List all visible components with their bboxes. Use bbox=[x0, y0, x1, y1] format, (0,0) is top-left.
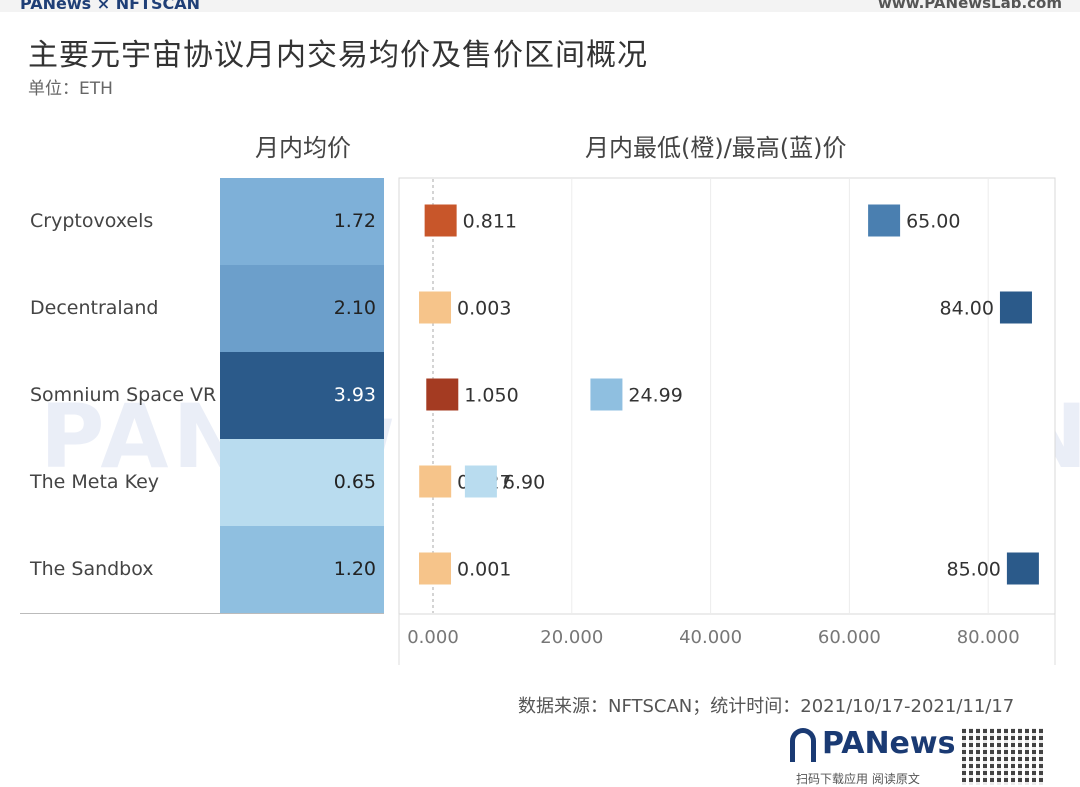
range-chart: 0.000 20.000 40.000 60.000 80.000 0.811 0.003 1… bbox=[398, 177, 1056, 665]
min-price-marker bbox=[419, 552, 452, 585]
x-tick-label: 20.000 bbox=[540, 627, 603, 648]
qr-code-icon bbox=[962, 728, 1046, 785]
x-tick-label: 0.000 bbox=[407, 627, 459, 648]
min-price-marker bbox=[419, 291, 452, 324]
avg-price-cell: 3.93 bbox=[220, 352, 384, 439]
max-price-marker bbox=[868, 204, 901, 237]
footer-logo: PANews bbox=[790, 726, 955, 762]
min-price-marker bbox=[426, 378, 459, 411]
x-tick-label: 80.000 bbox=[957, 627, 1020, 648]
avg-price-value: 3.93 bbox=[333, 384, 376, 406]
min-price-label: 1.050 bbox=[464, 385, 518, 407]
footer-logo-text: PANews bbox=[822, 726, 956, 761]
table-row: Decentraland 2.10 bbox=[20, 265, 384, 352]
table-row: Cryptovoxels 1.72 bbox=[20, 178, 384, 265]
min-price-label: 0.001 bbox=[457, 559, 511, 581]
panews-logo-icon bbox=[790, 727, 816, 762]
top-url: www.PANewsLab.com bbox=[878, 0, 1062, 12]
max-price-label: 24.99 bbox=[628, 385, 682, 407]
avg-column-header: 月内均价 bbox=[255, 134, 351, 162]
table-row: The Sandbox 1.20 bbox=[20, 526, 384, 613]
table-row: Somnium Space VR 3.93 bbox=[20, 352, 384, 439]
avg-price-cell: 1.72 bbox=[220, 178, 384, 265]
data-source-note: 数据来源：NFTSCAN；统计时间：2021/10/17-2021/11/17 bbox=[518, 696, 1015, 717]
max-price-marker bbox=[999, 291, 1032, 324]
footer-tagline: 扫码下载应用 阅读原文 bbox=[796, 772, 920, 786]
avg-price-cell: 1.20 bbox=[220, 526, 384, 613]
max-price-label: 65.00 bbox=[906, 211, 960, 233]
min-price-label: 0.003 bbox=[457, 298, 511, 320]
avg-price-value: 1.72 bbox=[333, 210, 376, 232]
table-bottom-rule bbox=[20, 613, 384, 614]
row-category-label: The Sandbox bbox=[30, 558, 154, 580]
avg-price-value: 0.65 bbox=[333, 471, 376, 493]
range-column-header: 月内最低(橙)/最高(蓝)价 bbox=[585, 134, 847, 162]
x-tick-label: 60.000 bbox=[818, 627, 881, 648]
row-category-label: Cryptovoxels bbox=[30, 210, 154, 232]
avg-price-cell: 2.10 bbox=[220, 265, 384, 352]
avg-price-cell: 0.65 bbox=[220, 439, 384, 526]
avg-price-table: Cryptovoxels 1.72 Decentraland 2.10 Somnium … bbox=[20, 178, 384, 613]
x-tick-label: 40.000 bbox=[679, 627, 742, 648]
min-price-marker bbox=[424, 204, 457, 237]
min-price-label: 0.811 bbox=[463, 211, 517, 233]
table-row: The Meta Key 0.65 bbox=[20, 439, 384, 526]
max-price-label: 85.00 bbox=[946, 559, 1000, 581]
min-price-marker bbox=[419, 465, 452, 498]
row-category-label: Somnium Space VR bbox=[30, 384, 217, 406]
max-price-label: 84.00 bbox=[940, 298, 994, 320]
chart-title: 主要元宇宙协议月内交易均价及售价区间概况 bbox=[28, 38, 648, 73]
avg-price-value: 2.10 bbox=[333, 297, 376, 319]
max-price-marker bbox=[464, 465, 497, 498]
plot-area bbox=[398, 177, 1056, 615]
top-banner: PANews × NFTSCAN www.PANewsLab.com bbox=[0, 0, 1080, 13]
row-category-label: The Meta Key bbox=[30, 471, 160, 493]
max-price-marker bbox=[1006, 552, 1039, 585]
avg-price-value: 1.20 bbox=[333, 558, 376, 580]
chart-subtitle: 单位：ETH bbox=[28, 79, 113, 99]
max-price-marker bbox=[590, 378, 623, 411]
max-price-label: 6.90 bbox=[503, 472, 545, 494]
row-category-label: Decentraland bbox=[30, 297, 159, 319]
top-brand: PANews × NFTSCAN bbox=[20, 0, 201, 13]
